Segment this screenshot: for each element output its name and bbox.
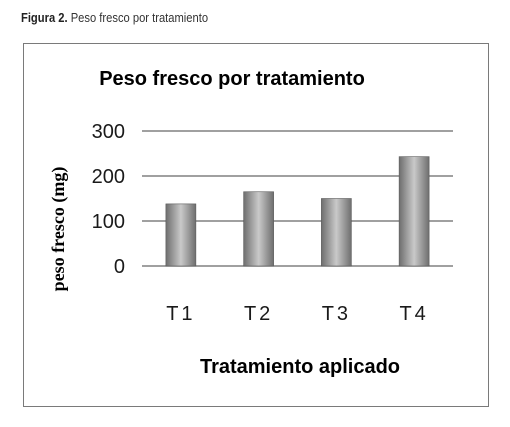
y-tick-label-0: 0: [114, 256, 125, 278]
x-axis-label: Tratamiento aplicado: [200, 356, 400, 378]
x-tick-label-T2: T2: [244, 303, 273, 325]
figure-caption: Figura 2. Peso fresco por tratamiento: [21, 10, 208, 25]
x-tick-label-T3: T3: [322, 303, 351, 325]
y-tick-label-200: 200: [92, 166, 125, 188]
y-tick-label-100: 100: [92, 211, 125, 233]
figure-caption-text: Peso fresco por tratamiento: [70, 10, 209, 25]
x-tick-labels: T1 T2 T3 T4: [166, 303, 428, 325]
y-tick-labels: 0 100 200 300: [92, 121, 125, 278]
bar-T2: [243, 191, 274, 267]
bars: [165, 156, 430, 267]
x-tick-label-T1: T1: [166, 303, 195, 325]
figure-caption-label: Figura 2.: [21, 10, 68, 25]
bar-T1: [165, 203, 197, 267]
x-tick-label-T4: T4: [399, 303, 428, 325]
bar-T4: [398, 156, 430, 267]
chart-title: Peso fresco por tratamiento: [99, 68, 365, 90]
bar-T3: [321, 198, 352, 267]
y-axis-label: peso fresco (mg): [48, 167, 69, 292]
y-tick-label-300: 300: [92, 121, 125, 143]
